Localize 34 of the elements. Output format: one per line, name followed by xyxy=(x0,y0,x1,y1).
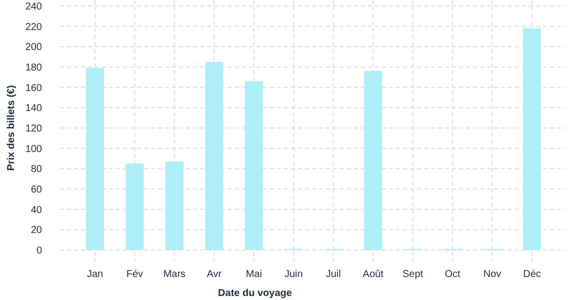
y-tick-label: 220 xyxy=(25,22,42,33)
bar xyxy=(364,71,382,250)
x-tick-label: Juil xyxy=(326,269,341,280)
x-tick-label: Avr xyxy=(206,269,222,280)
y-tick-label: 20 xyxy=(30,225,42,236)
y-tick-label: 80 xyxy=(30,164,42,176)
bar xyxy=(205,62,224,250)
y-tick-label: 140 xyxy=(25,103,42,114)
x-tick-label: Mars xyxy=(163,269,186,280)
x-axis-title: Date du voyage xyxy=(218,288,292,299)
x-tick-label: Jan xyxy=(86,269,104,280)
bar xyxy=(86,68,104,250)
y-tick-label: 40 xyxy=(30,204,42,216)
x-tick-label: Juin xyxy=(284,269,303,280)
x-tick-label: Oct xyxy=(444,269,461,280)
x-tick-label: Sept xyxy=(402,269,424,280)
bar xyxy=(244,81,263,250)
y-tick-label: 60 xyxy=(30,184,42,196)
y-tick-label: 180 xyxy=(25,62,42,74)
y-tick-label: 120 xyxy=(25,124,42,134)
y-tick-label: 100 xyxy=(25,144,42,155)
bar xyxy=(523,28,541,250)
x-tick-label: Août xyxy=(362,269,384,280)
x-tick-label: Mai xyxy=(246,269,262,280)
y-tick-label: 160 xyxy=(25,82,42,94)
bar xyxy=(165,162,184,250)
x-tick-label: Nov xyxy=(483,269,502,280)
bar xyxy=(126,164,144,250)
x-tick-label: Fév xyxy=(126,269,144,280)
y-tick-label: 200 xyxy=(25,42,42,54)
y-tick-label: 0 xyxy=(36,246,42,256)
x-tick-label: Déc xyxy=(523,269,541,280)
y-axis-title: Prix des billets (€) xyxy=(6,85,17,171)
y-tick-label: 240 xyxy=(25,2,42,12)
